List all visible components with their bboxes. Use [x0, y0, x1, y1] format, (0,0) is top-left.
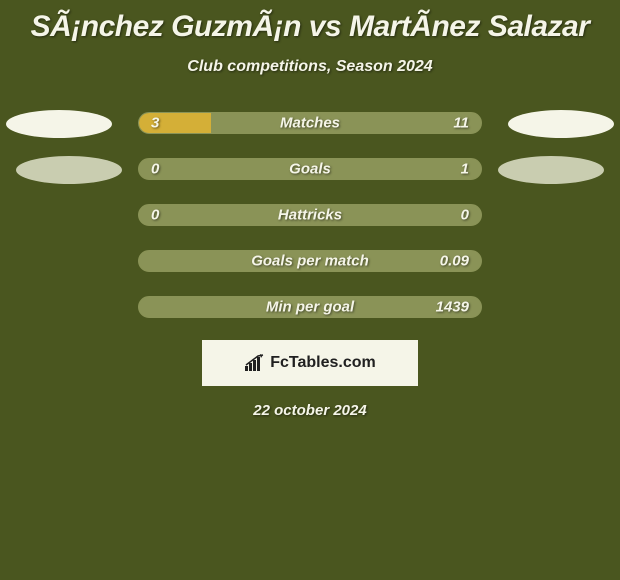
stats-area: 3 Matches 11 0 Goals 1 0 Hattricks 0 [0, 112, 620, 318]
bar-fill-player1 [139, 113, 211, 133]
source-logo: FcTables.com [202, 340, 418, 386]
stat-value-right: 1439 [436, 299, 469, 316]
stat-value-right: 11 [453, 115, 469, 132]
stat-value-left: 3 [151, 115, 159, 132]
stat-label: Matches [280, 115, 340, 132]
bar-fill-player2 [211, 113, 481, 133]
subtitle: Club competitions, Season 2024 [187, 58, 432, 76]
stat-row-min-per-goal: Min per goal 1439 [0, 296, 620, 318]
stat-bar: 0 Goals 1 [138, 158, 482, 180]
stat-label: Hattricks [278, 207, 342, 224]
stat-label: Goals per match [251, 253, 369, 270]
stat-value-right: 0.09 [440, 253, 469, 270]
stat-value-right: 1 [461, 161, 469, 178]
stat-row-matches: 3 Matches 11 [0, 112, 620, 134]
stat-bar: 0 Hattricks 0 [138, 204, 482, 226]
page-title: SÃ¡nchez GuzmÃ¡n vs MartÃnez Salazar [31, 10, 590, 44]
chart-icon [244, 354, 266, 372]
stat-value-left: 0 [151, 161, 159, 178]
stat-row-goals-per-match: Goals per match 0.09 [0, 250, 620, 272]
stat-bar: 3 Matches 11 [138, 112, 482, 134]
stat-row-goals: 0 Goals 1 [0, 158, 620, 180]
logo-text: FcTables.com [270, 354, 376, 372]
stat-value-right: 0 [461, 207, 469, 224]
date-label: 22 october 2024 [253, 402, 366, 419]
stat-row-hattricks: 0 Hattricks 0 [0, 204, 620, 226]
stat-label: Goals [289, 161, 331, 178]
comparison-card: SÃ¡nchez GuzmÃ¡n vs MartÃnez Salazar Clu… [0, 0, 620, 580]
stat-value-left: 0 [151, 207, 159, 224]
stat-label: Min per goal [266, 299, 354, 316]
stat-bar: Goals per match 0.09 [138, 250, 482, 272]
stat-bar: Min per goal 1439 [138, 296, 482, 318]
